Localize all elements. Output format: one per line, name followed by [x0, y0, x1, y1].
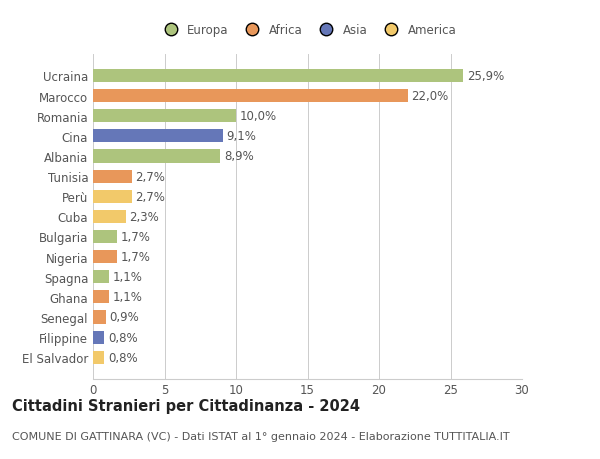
Bar	[93, 311, 106, 324]
Bar	[93, 251, 118, 263]
Text: 1,7%: 1,7%	[121, 251, 151, 263]
Bar	[93, 90, 407, 103]
Text: 0,9%: 0,9%	[109, 311, 139, 324]
Bar	[93, 331, 104, 344]
Bar	[93, 210, 126, 224]
Text: 22,0%: 22,0%	[411, 90, 448, 103]
Bar	[93, 110, 236, 123]
Bar	[93, 271, 109, 284]
Text: 2,3%: 2,3%	[130, 210, 159, 224]
Bar	[93, 351, 104, 364]
Bar	[93, 130, 223, 143]
Text: COMUNE DI GATTINARA (VC) - Dati ISTAT al 1° gennaio 2024 - Elaborazione TUTTITAL: COMUNE DI GATTINARA (VC) - Dati ISTAT al…	[12, 431, 509, 441]
Text: 1,7%: 1,7%	[121, 230, 151, 243]
Text: 1,1%: 1,1%	[112, 291, 142, 304]
Bar	[93, 150, 220, 163]
Bar	[93, 70, 463, 83]
Text: 0,8%: 0,8%	[108, 351, 137, 364]
Text: 8,9%: 8,9%	[224, 150, 254, 163]
Text: Cittadini Stranieri per Cittadinanza - 2024: Cittadini Stranieri per Cittadinanza - 2…	[12, 398, 360, 413]
Bar	[93, 190, 131, 203]
Text: 2,7%: 2,7%	[135, 190, 165, 203]
Text: 1,1%: 1,1%	[112, 271, 142, 284]
Text: 25,9%: 25,9%	[467, 70, 504, 83]
Text: 9,1%: 9,1%	[227, 130, 257, 143]
Legend: Europa, Africa, Asia, America: Europa, Africa, Asia, America	[154, 19, 461, 41]
Text: 10,0%: 10,0%	[239, 110, 277, 123]
Bar	[93, 170, 131, 183]
Bar	[93, 230, 118, 243]
Text: 0,8%: 0,8%	[108, 331, 137, 344]
Bar	[93, 291, 109, 304]
Text: 2,7%: 2,7%	[135, 170, 165, 183]
